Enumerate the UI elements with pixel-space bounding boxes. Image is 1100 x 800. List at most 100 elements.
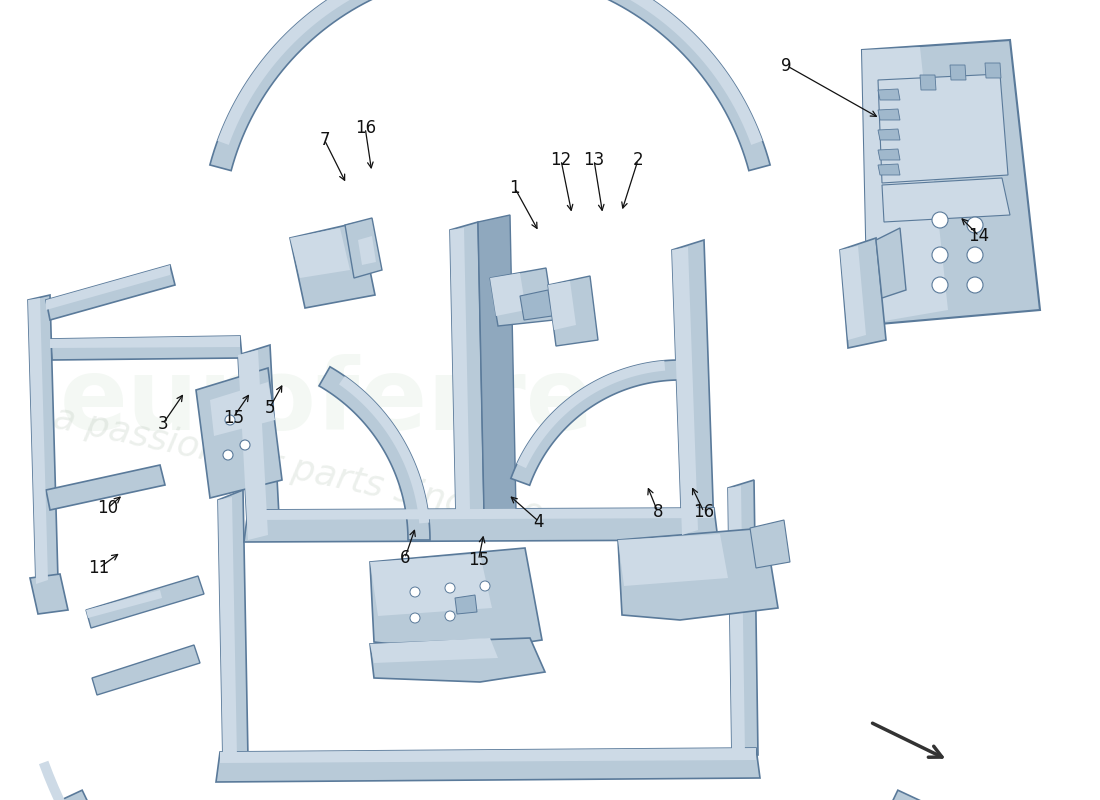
Polygon shape <box>728 480 758 758</box>
Polygon shape <box>216 748 760 782</box>
Text: 7: 7 <box>319 131 330 149</box>
Polygon shape <box>878 164 900 175</box>
Polygon shape <box>46 465 165 510</box>
Polygon shape <box>878 109 900 120</box>
Text: a passion for parts since 1985: a passion for parts since 1985 <box>50 400 591 547</box>
Polygon shape <box>46 265 175 320</box>
Polygon shape <box>358 236 376 265</box>
Polygon shape <box>370 548 542 652</box>
Polygon shape <box>950 65 966 80</box>
Polygon shape <box>210 0 770 170</box>
Polygon shape <box>218 0 762 145</box>
Circle shape <box>932 247 948 263</box>
Polygon shape <box>878 74 1008 183</box>
Polygon shape <box>370 554 492 616</box>
Polygon shape <box>450 222 484 514</box>
Circle shape <box>932 277 948 293</box>
Polygon shape <box>862 47 948 325</box>
Polygon shape <box>728 486 745 758</box>
Polygon shape <box>46 265 170 310</box>
Circle shape <box>967 217 983 233</box>
Text: 12: 12 <box>550 151 572 169</box>
Polygon shape <box>490 268 554 326</box>
Polygon shape <box>840 238 886 348</box>
Polygon shape <box>218 497 236 762</box>
Circle shape <box>480 581 490 591</box>
Polygon shape <box>248 508 714 520</box>
Polygon shape <box>290 222 375 308</box>
Polygon shape <box>672 240 714 535</box>
Polygon shape <box>450 228 470 514</box>
Polygon shape <box>55 790 925 800</box>
Text: 6: 6 <box>399 550 410 567</box>
Text: 10: 10 <box>97 499 119 517</box>
Polygon shape <box>517 361 666 468</box>
Polygon shape <box>86 576 204 628</box>
Polygon shape <box>984 63 1001 78</box>
Polygon shape <box>220 748 756 763</box>
Polygon shape <box>548 281 576 330</box>
Polygon shape <box>882 178 1010 222</box>
Text: euroferre: euroferre <box>60 354 595 451</box>
Polygon shape <box>510 360 680 486</box>
Polygon shape <box>876 228 906 298</box>
Circle shape <box>410 613 420 623</box>
Polygon shape <box>920 75 936 90</box>
Circle shape <box>967 277 983 293</box>
Text: 16: 16 <box>354 119 376 137</box>
Polygon shape <box>455 595 477 614</box>
Polygon shape <box>370 638 544 682</box>
Text: 13: 13 <box>583 151 605 169</box>
Polygon shape <box>28 298 48 584</box>
Circle shape <box>932 212 948 228</box>
Polygon shape <box>244 508 718 542</box>
Polygon shape <box>618 528 778 620</box>
Polygon shape <box>345 218 382 278</box>
Polygon shape <box>840 246 866 340</box>
Text: 8: 8 <box>652 503 663 521</box>
Polygon shape <box>672 247 698 535</box>
Circle shape <box>410 587 420 597</box>
Polygon shape <box>39 761 905 800</box>
Polygon shape <box>28 295 58 584</box>
Polygon shape <box>750 520 790 568</box>
Text: 15: 15 <box>468 551 490 569</box>
Text: 4: 4 <box>534 513 544 530</box>
Polygon shape <box>370 638 498 663</box>
Polygon shape <box>878 149 900 160</box>
Polygon shape <box>196 368 282 498</box>
Text: 3: 3 <box>157 415 168 433</box>
Text: 5: 5 <box>264 399 275 417</box>
Text: 14: 14 <box>968 227 990 245</box>
Polygon shape <box>618 534 728 586</box>
Polygon shape <box>50 336 240 348</box>
Text: 15: 15 <box>222 409 244 426</box>
Polygon shape <box>862 40 1040 325</box>
Polygon shape <box>520 290 552 320</box>
Text: 9: 9 <box>781 57 792 74</box>
Polygon shape <box>878 129 900 140</box>
Circle shape <box>446 611 455 621</box>
Text: 11: 11 <box>88 559 110 577</box>
Text: 16: 16 <box>693 503 715 521</box>
Polygon shape <box>878 89 900 100</box>
Polygon shape <box>30 574 68 614</box>
Circle shape <box>446 583 455 593</box>
Circle shape <box>223 450 233 460</box>
Polygon shape <box>238 345 280 540</box>
Polygon shape <box>50 336 242 360</box>
Text: 2: 2 <box>632 151 644 169</box>
Circle shape <box>240 440 250 450</box>
Polygon shape <box>490 273 526 316</box>
Polygon shape <box>478 215 516 510</box>
Text: 1: 1 <box>509 179 520 197</box>
Polygon shape <box>290 228 350 278</box>
Polygon shape <box>319 366 430 540</box>
Polygon shape <box>238 350 268 540</box>
Polygon shape <box>92 645 200 695</box>
Polygon shape <box>210 382 275 436</box>
Polygon shape <box>86 590 162 618</box>
Polygon shape <box>339 376 429 523</box>
Circle shape <box>226 415 235 425</box>
Circle shape <box>967 247 983 263</box>
